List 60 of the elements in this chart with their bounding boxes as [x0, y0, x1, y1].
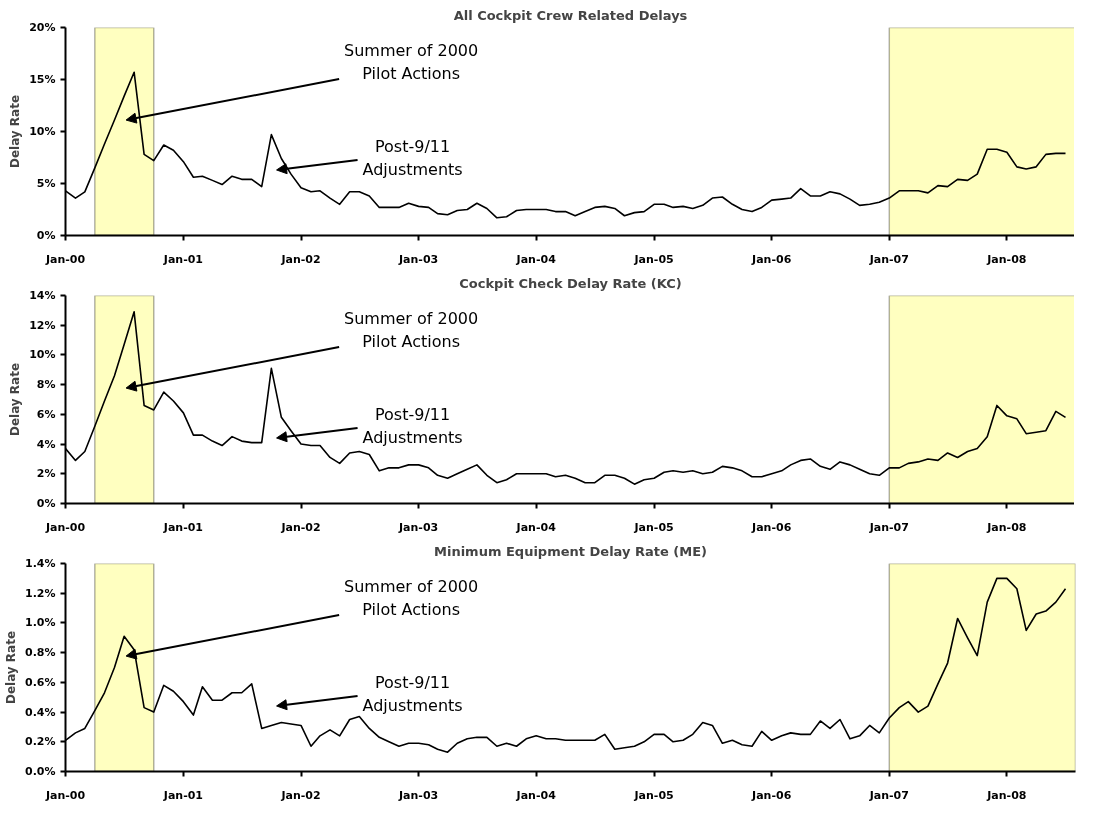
- x-tick-label: Jan-00: [44, 520, 86, 534]
- y-tick-label: 14%: [29, 289, 56, 302]
- x-tick-label: Jan-08: [986, 788, 1027, 802]
- x-tick-label: Jan-04: [515, 520, 557, 534]
- y-tick-label: 1.4%: [24, 557, 56, 570]
- y-tick-label: 5%: [36, 177, 56, 190]
- y-tick-label: 10%: [29, 125, 56, 138]
- y-tick-label: 0.4%: [24, 705, 56, 719]
- x-tick-label: Jan-03: [397, 252, 439, 266]
- x-tick-label: Jan-05: [633, 252, 674, 266]
- y-tick-label: 4%: [36, 437, 56, 451]
- x-tick-label: Jan-08: [986, 520, 1027, 534]
- annotation: Post-9/11 Adjustments: [362, 673, 463, 715]
- x-tick-label: Jan-01: [162, 520, 204, 534]
- y-axis-title: Delay Rate: [8, 94, 23, 169]
- x-tick-label: Jan-06: [751, 520, 792, 534]
- y-tick-label: 0%: [36, 229, 56, 242]
- x-tick-label: Jan-01: [162, 788, 204, 802]
- x-tick-label: Jan-07: [868, 788, 909, 802]
- annotation: Summer of 2000 Pilot Actions: [344, 577, 479, 619]
- x-tick-label: Jan-02: [280, 520, 321, 534]
- y-tick-label: 0.2%: [24, 735, 56, 749]
- x-tick-label: Jan-05: [633, 520, 674, 534]
- annotation: Summer of 2000 Pilot Actions: [344, 41, 479, 83]
- annotation: Post-9/11 Adjustments: [362, 137, 463, 179]
- chart-title: All Cockpit Crew Related Delays: [453, 7, 688, 23]
- x-tick-label: Jan-03: [397, 788, 439, 802]
- y-tick-label: 0.6%: [24, 675, 56, 689]
- x-tick-label: Jan-08: [986, 252, 1027, 266]
- x-tick-label: Jan-04: [515, 252, 557, 266]
- x-tick-label: Jan-02: [280, 788, 321, 802]
- y-tick-label: 15%: [29, 73, 56, 86]
- y-tick-label: 1.2%: [24, 586, 56, 600]
- y-tick-label: 12%: [29, 318, 56, 332]
- x-tick-label: Jan-03: [397, 520, 439, 534]
- chart-title: Cockpit Check Delay Rate (KC): [459, 275, 682, 291]
- y-tick-label: 10%: [29, 348, 56, 362]
- y-tick-label: 6%: [36, 407, 56, 421]
- x-tick-label: Jan-05: [633, 788, 674, 802]
- x-tick-label: Jan-07: [868, 520, 909, 534]
- x-tick-label: Jan-07: [868, 252, 909, 266]
- x-tick-label: Jan-01: [162, 252, 204, 266]
- y-tick-label: 8%: [36, 378, 56, 392]
- y-tick-label: 1.0%: [24, 616, 56, 630]
- x-tick-label: Jan-04: [515, 788, 557, 802]
- y-tick-label: 0.8%: [24, 646, 56, 660]
- y-axis-title: Delay Rate: [3, 630, 18, 705]
- y-tick-label: 20%: [29, 21, 56, 34]
- x-tick-label: Jan-00: [44, 788, 86, 802]
- y-tick-label: 0.0%: [24, 765, 56, 778]
- x-tick-label: Jan-02: [280, 252, 321, 266]
- y-tick-label: 0%: [36, 497, 56, 510]
- x-tick-label: Jan-06: [751, 788, 792, 802]
- y-axis-title: Delay Rate: [8, 362, 23, 437]
- y-tick-label: 2%: [36, 467, 56, 481]
- annotation: Post-9/11 Adjustments: [362, 405, 463, 447]
- x-tick-label: Jan-06: [751, 252, 792, 266]
- annotation: Summer of 2000 Pilot Actions: [344, 309, 479, 351]
- chart-title: Minimum Equipment Delay Rate (ME): [433, 543, 708, 559]
- x-tick-label: Jan-00: [44, 252, 86, 266]
